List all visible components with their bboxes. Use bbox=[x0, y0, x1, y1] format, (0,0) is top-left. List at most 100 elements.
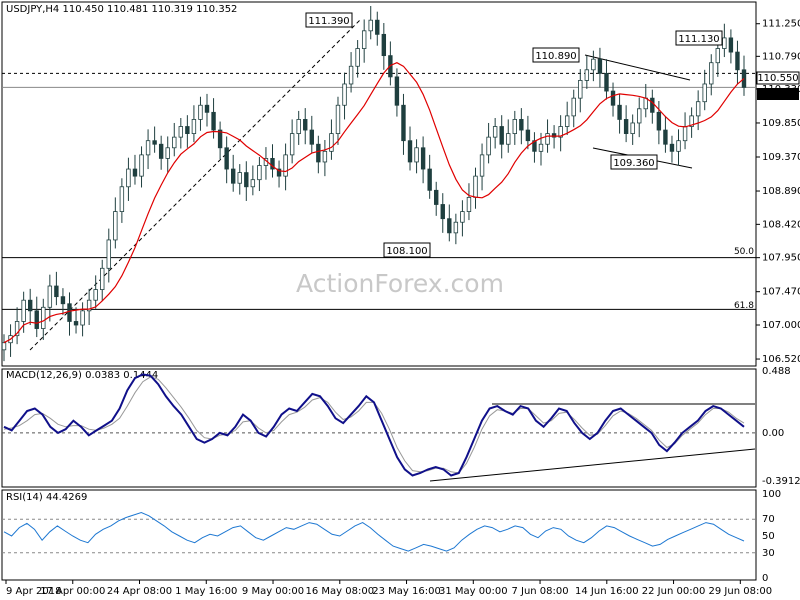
macd-line bbox=[3, 373, 745, 477]
candle-body bbox=[682, 126, 688, 142]
channel-upper-line bbox=[584, 54, 691, 81]
candle-body bbox=[185, 126, 190, 135]
candle-body bbox=[224, 147, 229, 170]
svg-text:110.550: 110.550 bbox=[757, 73, 798, 84]
candle-body bbox=[86, 299, 92, 312]
fib-61.8-label: 61.8 bbox=[734, 301, 754, 311]
x-tick-label: 14 Jun 16:00 bbox=[575, 586, 639, 597]
candle-body bbox=[532, 140, 537, 152]
svg-text:109.360: 109.360 bbox=[613, 158, 654, 169]
candle-body bbox=[499, 126, 504, 145]
candle-body bbox=[119, 186, 125, 212]
candle-body bbox=[519, 119, 524, 131]
x-tick-label: 22 Jun 00:00 bbox=[642, 586, 706, 597]
rsi-title: RSI(14) 44.4269 bbox=[6, 492, 87, 503]
candle-body bbox=[276, 168, 282, 177]
candle-body bbox=[401, 104, 406, 142]
candle-body bbox=[676, 140, 681, 152]
candle-body bbox=[650, 97, 655, 113]
moving-average-line bbox=[3, 62, 745, 344]
candle-body bbox=[152, 140, 157, 145]
candle-body bbox=[414, 147, 419, 163]
candle-body bbox=[545, 133, 550, 145]
candle-body bbox=[460, 211, 465, 223]
candle-body bbox=[322, 150, 328, 163]
candle-body bbox=[440, 204, 445, 220]
candle-body bbox=[178, 126, 184, 138]
svg-text:110.352: 110.352 bbox=[757, 89, 798, 100]
candle-body bbox=[60, 296, 66, 305]
candle-body bbox=[113, 211, 118, 241]
candle-body bbox=[100, 267, 105, 290]
candle-body bbox=[348, 65, 354, 85]
rsi-ytick-label: 70 bbox=[762, 514, 775, 525]
candle-body bbox=[381, 33, 387, 57]
candle-body bbox=[316, 143, 321, 163]
candle-body bbox=[643, 97, 648, 110]
candle-body bbox=[244, 172, 249, 188]
candle-body bbox=[394, 76, 400, 106]
svg-text:110.890: 110.890 bbox=[535, 51, 576, 62]
candle-body bbox=[217, 129, 223, 149]
macd-ytick-bottom: -0.3912 bbox=[762, 476, 800, 487]
candle-body bbox=[1, 342, 7, 351]
candle-body bbox=[47, 285, 53, 308]
candle-body bbox=[93, 289, 98, 301]
candle-body bbox=[473, 175, 478, 198]
candle-body bbox=[623, 119, 629, 135]
candle-body bbox=[191, 119, 197, 135]
candle-body bbox=[427, 168, 432, 191]
annotation-111130: 111.130 bbox=[675, 30, 723, 46]
candle-body bbox=[702, 83, 707, 103]
candle-body bbox=[375, 19, 380, 35]
candle-body bbox=[538, 143, 544, 152]
candle-body bbox=[283, 154, 288, 177]
rsi-line bbox=[3, 511, 745, 552]
dashed-uptrend-line bbox=[29, 19, 361, 351]
price-ytick-label: 109.850 bbox=[762, 118, 800, 129]
macd-support-line bbox=[429, 448, 756, 482]
candle-body bbox=[73, 321, 79, 326]
candle-body bbox=[237, 172, 242, 184]
candle-body bbox=[231, 168, 236, 184]
candle-body bbox=[637, 108, 642, 124]
svg-text:111.130: 111.130 bbox=[678, 34, 719, 45]
candle-body bbox=[525, 129, 531, 142]
candle-body bbox=[506, 133, 511, 145]
candle-body bbox=[309, 129, 314, 145]
candle-body bbox=[578, 80, 583, 99]
candle-body bbox=[158, 143, 164, 159]
candle-body bbox=[198, 104, 203, 120]
x-tick-label: 24 Apr 08:00 bbox=[107, 586, 172, 597]
candle-body bbox=[41, 306, 46, 329]
candle-body bbox=[486, 136, 491, 156]
candle-body bbox=[492, 126, 498, 138]
candle-body bbox=[34, 310, 39, 329]
candle-body bbox=[551, 133, 557, 138]
candle-body bbox=[453, 221, 459, 234]
candle-body bbox=[447, 218, 452, 234]
svg-text:111.390: 111.390 bbox=[308, 16, 349, 27]
candle-body bbox=[27, 299, 33, 312]
candle-body bbox=[106, 239, 111, 269]
candle-body bbox=[80, 310, 85, 326]
x-tick-label: 7 Jun 08:00 bbox=[511, 586, 568, 597]
candle-body bbox=[21, 299, 26, 322]
candle-body bbox=[165, 147, 170, 159]
candle-body bbox=[564, 115, 570, 127]
candle-body bbox=[250, 179, 256, 188]
price-ytick-label: 108.890 bbox=[762, 186, 800, 197]
candle-body bbox=[257, 165, 262, 181]
candle-body bbox=[355, 48, 360, 67]
candle-body bbox=[211, 111, 216, 131]
x-tick-label: 29 Jun 08:00 bbox=[709, 586, 773, 597]
candle-body bbox=[715, 48, 721, 64]
candle-body bbox=[67, 303, 72, 322]
candle-body bbox=[407, 140, 413, 163]
candle-body bbox=[604, 72, 609, 92]
price-ytick-label: 107.470 bbox=[762, 287, 800, 298]
x-tick-label: 31 May 00:00 bbox=[439, 586, 508, 597]
candle-body bbox=[735, 51, 740, 71]
x-tick-label: 9 Apr 2018 bbox=[6, 586, 61, 597]
